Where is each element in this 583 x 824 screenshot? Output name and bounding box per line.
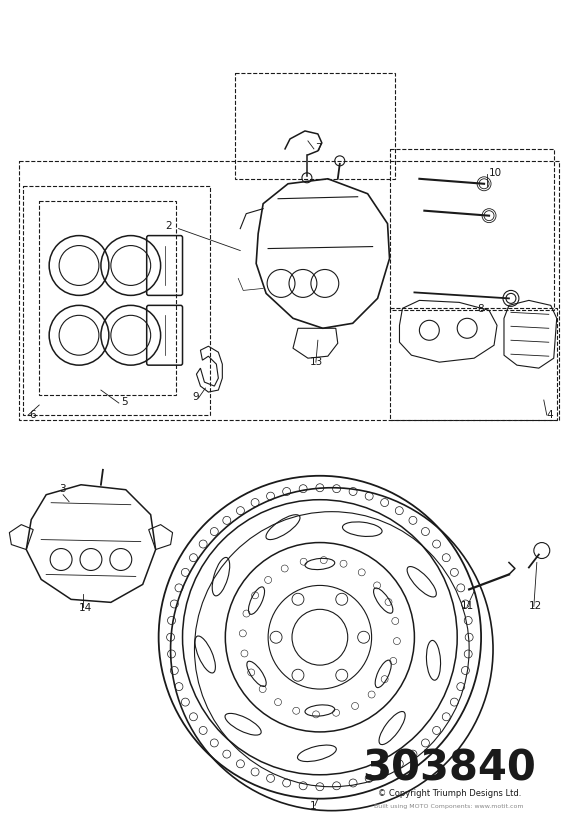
Text: 10: 10: [489, 168, 502, 178]
Text: 12: 12: [529, 602, 542, 611]
Text: © Copyright Triumph Designs Ltd.: © Copyright Triumph Designs Ltd.: [378, 789, 521, 798]
Text: 2: 2: [166, 221, 172, 231]
Text: 11: 11: [461, 602, 475, 611]
Text: 3: 3: [59, 484, 66, 494]
Text: 1: 1: [310, 801, 317, 811]
Text: 303840: 303840: [362, 748, 536, 789]
Text: 9: 9: [192, 392, 199, 402]
Text: 4: 4: [547, 410, 553, 420]
Text: 8: 8: [477, 304, 484, 314]
Text: 5: 5: [121, 397, 128, 407]
Text: 14: 14: [79, 603, 92, 613]
Text: 6: 6: [29, 410, 36, 420]
Text: 13: 13: [310, 357, 323, 368]
Text: Built using MOTO Components: www.motit.com: Built using MOTO Components: www.motit.c…: [374, 804, 524, 809]
Text: 7: 7: [315, 143, 321, 153]
